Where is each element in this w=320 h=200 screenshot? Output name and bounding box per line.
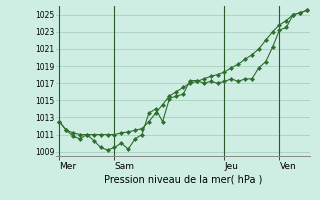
X-axis label: Pression niveau de la mer( hPa ): Pression niveau de la mer( hPa ) bbox=[104, 175, 262, 185]
